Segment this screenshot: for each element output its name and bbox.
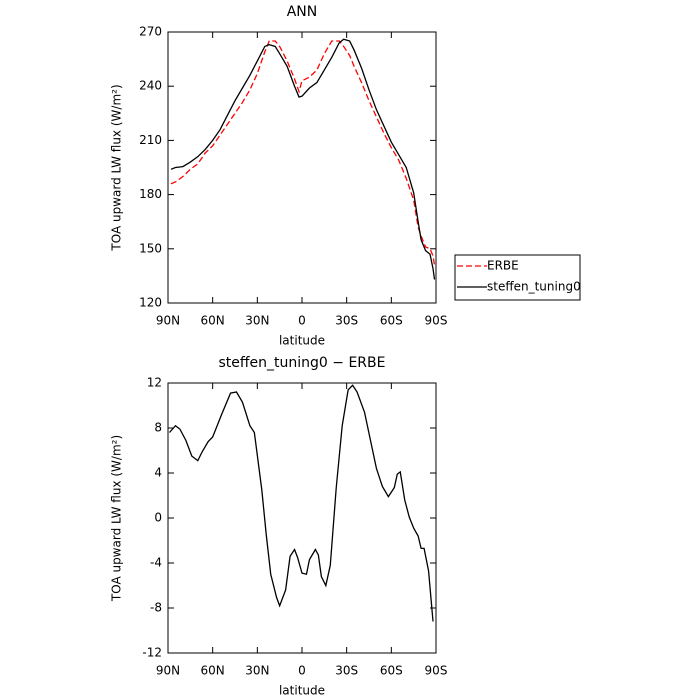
data-line: [170, 40, 436, 266]
y-tick-label: 12: [147, 376, 162, 390]
legend-label: ERBE: [487, 259, 519, 273]
y-tick-label: 150: [139, 241, 162, 255]
y-tick-label: 210: [139, 133, 162, 147]
y-tick-label: 4: [154, 466, 162, 480]
x-tick-label: 60N: [201, 314, 225, 328]
x-tick-label: 30N: [245, 314, 269, 328]
x-tick-label: 90S: [425, 314, 448, 328]
x-tick-label: 30N: [245, 664, 269, 678]
x-tick-label: 90S: [425, 664, 448, 678]
x-tick-label: 60S: [380, 664, 403, 678]
x-tick-label: 60S: [380, 314, 403, 328]
chart-title: ANN: [287, 4, 318, 20]
plot-frame: [167, 382, 437, 654]
x-tick-label: 90N: [156, 314, 180, 328]
x-axis-label: latitude: [279, 684, 325, 698]
y-tick-label: 120: [139, 296, 162, 310]
y-axis-label: TOA upward LW flux (W/m²): [110, 84, 124, 251]
data-line: [170, 38, 436, 280]
legend-label: steffen_tuning0: [487, 280, 581, 294]
y-tick-label: -12: [142, 646, 162, 660]
y-axis-label: TOA upward LW flux (W/m²): [110, 435, 124, 602]
y-tick-label: -8: [150, 601, 162, 615]
y-tick-label: 8: [154, 421, 162, 435]
data-line: [169, 384, 434, 622]
y-tick-label: 180: [139, 187, 162, 201]
x-axis-label: latitude: [279, 334, 325, 348]
chart-title: steffen_tuning0 − ERBE: [219, 355, 386, 371]
x-tick-label: 30S: [335, 314, 358, 328]
x-tick-label: 60N: [201, 664, 225, 678]
legend-box: [454, 254, 581, 301]
y-tick-label: 240: [139, 79, 162, 93]
y-tick-label: -4: [150, 556, 162, 570]
x-tick-label: 0: [298, 664, 306, 678]
plot-frame: [167, 31, 437, 304]
x-tick-label: 30S: [335, 664, 358, 678]
y-tick-label: 270: [139, 25, 162, 39]
y-tick-label: 0: [154, 511, 162, 525]
x-tick-label: 90N: [156, 664, 180, 678]
x-tick-label: 0: [298, 314, 306, 328]
